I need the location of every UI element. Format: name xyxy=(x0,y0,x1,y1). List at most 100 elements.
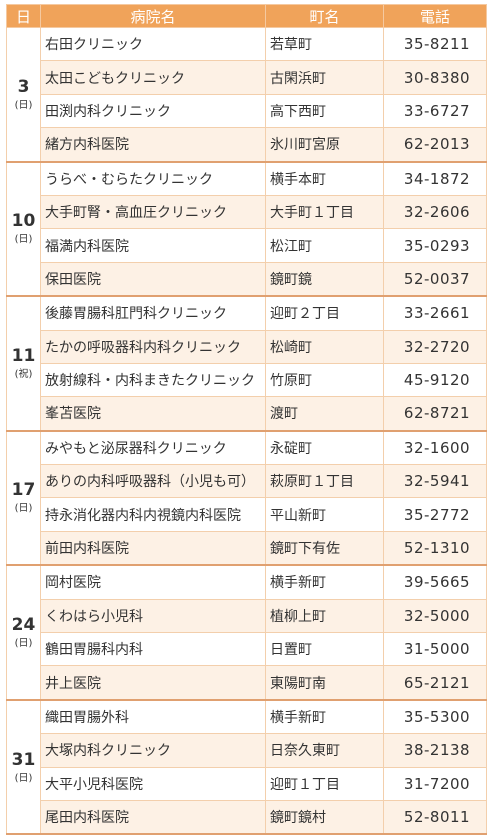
hospital-name: 岡村医院 xyxy=(40,564,266,600)
hospital-name: くわはら小児科 xyxy=(40,598,266,634)
day-number: 24 xyxy=(11,615,36,636)
phone: 32-2720 xyxy=(383,329,487,364)
day-cell: 24 (日) xyxy=(6,564,41,701)
phone: 32-1600 xyxy=(383,430,487,466)
duty-table: 日 病院名 町名 電話 3 (日) 右田クリニック 若草町 35-8211 太田こどもクリ… xyxy=(6,4,487,836)
hospital-name: 後藤胃腸科肛門科クリニック xyxy=(40,295,266,331)
hospital-name: 太田こどもクリニック xyxy=(40,60,266,95)
hospital-name: うらべ・むらたクリニック xyxy=(40,161,266,196)
hospital-name: たかの呼吸器科内科クリニック xyxy=(40,329,266,364)
day-number: 11 xyxy=(11,345,36,366)
hospital-name: 緒方内科医院 xyxy=(40,127,266,163)
table-row: 保田医院 鏡町鏡 52-0037 xyxy=(7,261,487,298)
weekday: (日) xyxy=(14,99,33,111)
phone: 45-9120 xyxy=(383,362,487,398)
table-row: 緒方内科医院 氷川町宮原 62-2013 xyxy=(7,127,487,163)
hospital-name: 福満内科医院 xyxy=(40,228,266,263)
phone: 52-0037 xyxy=(383,261,487,298)
hospital-name: 鶴田胃腸科内科 xyxy=(40,632,266,667)
town: 松江町 xyxy=(265,228,384,263)
phone: 35-0293 xyxy=(383,228,487,263)
town: 日置町 xyxy=(265,632,384,667)
table-row: 放射線科・内科まきたクリニック 竹原町 45-9120 xyxy=(7,362,487,398)
hospital-name: みやもと泌尿器科クリニック xyxy=(40,430,266,466)
table-row: 井上医院 東陽町南 65-2121 xyxy=(7,665,487,701)
hospital-name: 大手町腎・高血圧クリニック xyxy=(40,194,266,230)
phone: 52-8011 xyxy=(383,799,487,836)
day-number: 17 xyxy=(11,480,36,501)
hospital-name: 尾田内科医院 xyxy=(40,799,266,836)
phone: 32-2606 xyxy=(383,194,487,230)
header-cell: 町名 xyxy=(265,4,384,28)
phone: 35-8211 xyxy=(383,26,487,62)
hospital-name: 前田内科医院 xyxy=(40,530,266,567)
day-cell: 11 (祝) xyxy=(6,295,41,432)
table-row: くわはら小児科 植柳上町 32-5000 xyxy=(7,598,487,634)
table-row: 10 (日) うらべ・むらたクリニック 横手本町 34-1872 xyxy=(6,161,487,298)
phone: 30-8380 xyxy=(383,60,487,95)
phone: 31-5000 xyxy=(383,632,487,667)
town: 氷川町宮原 xyxy=(265,127,384,163)
table-row: 尾田内科医院 鏡町鏡村 52-8011 xyxy=(7,799,487,836)
hospital-name: 大塚内科クリニック xyxy=(40,733,266,768)
phone: 33-2661 xyxy=(383,295,487,331)
phone: 35-5300 xyxy=(383,699,487,735)
header-cell: 日 xyxy=(6,4,41,28)
town: 横手本町 xyxy=(265,161,384,196)
table-row: 峯苫医院 渡町 62-8721 xyxy=(7,396,487,432)
phone: 32-5000 xyxy=(383,598,487,634)
phone: 38-2138 xyxy=(383,733,487,768)
town: 鏡町下有佐 xyxy=(265,530,384,567)
town: 高下西町 xyxy=(265,93,384,129)
phone: 52-1310 xyxy=(383,530,487,567)
table-row: 3 (日) 右田クリニック 若草町 35-8211 xyxy=(6,26,487,163)
header-cell: 病院名 xyxy=(40,4,266,28)
day-number: 31 xyxy=(11,749,36,770)
table-row: ありの内科呼吸器科（小児も可） 萩原町１丁目 32-5941 xyxy=(7,464,487,499)
town: 横手新町 xyxy=(265,564,384,600)
weekday: (日) xyxy=(14,772,33,784)
table-body: 3 (日) 右田クリニック 若草町 35-8211 太田こどもクリニック 古閑浜町 30-83… xyxy=(6,26,487,836)
header-row: 日 病院名 町名 電話 xyxy=(6,4,487,28)
phone: 65-2121 xyxy=(383,665,487,701)
table-row: 大塚内科クリニック 日奈久東町 38-2138 xyxy=(7,733,487,768)
weekday: (日) xyxy=(14,234,33,246)
hospital-name: 峯苫医院 xyxy=(40,396,266,432)
phone: 33-6727 xyxy=(383,93,487,129)
hospital-name: 右田クリニック xyxy=(40,26,266,62)
table-row: 田渕内科クリニック 高下西町 33-6727 xyxy=(7,93,487,129)
table-row: 大手町腎・高血圧クリニック 大手町１丁目 32-2606 xyxy=(7,194,487,230)
day-cell: 10 (日) xyxy=(6,161,41,298)
table-row: 福満内科医院 松江町 35-0293 xyxy=(7,228,487,263)
hospital-name: 持永消化器内科内視鏡内科医院 xyxy=(40,497,266,532)
town: 渡町 xyxy=(265,396,384,432)
town: 大手町１丁目 xyxy=(265,194,384,230)
day-number: 3 xyxy=(17,76,30,97)
day-cell: 31 (日) xyxy=(6,699,41,836)
header-cell: 電話 xyxy=(383,4,487,28)
table-row: 17 (日) みやもと泌尿器科クリニック 永碇町 32-1600 xyxy=(6,430,487,567)
table-row: 鶴田胃腸科内科 日置町 31-5000 xyxy=(7,632,487,667)
hospital-name: 田渕内科クリニック xyxy=(40,93,266,129)
hospital-name: ありの内科呼吸器科（小児も可） xyxy=(40,464,266,499)
town: 鏡町鏡 xyxy=(265,261,384,298)
phone: 62-8721 xyxy=(383,396,487,432)
table-row: 太田こどもクリニック 古閑浜町 30-8380 xyxy=(7,60,487,95)
town: 萩原町１丁目 xyxy=(265,464,384,499)
town: 鏡町鏡村 xyxy=(265,799,384,836)
phone: 62-2013 xyxy=(383,127,487,163)
town: 横手新町 xyxy=(265,699,384,735)
weekday: (祝) xyxy=(14,368,33,380)
hospital-name: 大平小児科医院 xyxy=(40,766,266,801)
town: 迎町１丁目 xyxy=(265,766,384,801)
day-cell: 17 (日) xyxy=(6,430,41,567)
town: 日奈久東町 xyxy=(265,733,384,768)
town: 迎町２丁目 xyxy=(265,295,384,331)
weekday: (日) xyxy=(14,503,33,515)
weekday: (日) xyxy=(14,638,33,650)
phone: 35-2772 xyxy=(383,497,487,532)
town: 永碇町 xyxy=(265,430,384,466)
table-row: 前田内科医院 鏡町下有佐 52-1310 xyxy=(7,530,487,567)
phone: 31-7200 xyxy=(383,766,487,801)
